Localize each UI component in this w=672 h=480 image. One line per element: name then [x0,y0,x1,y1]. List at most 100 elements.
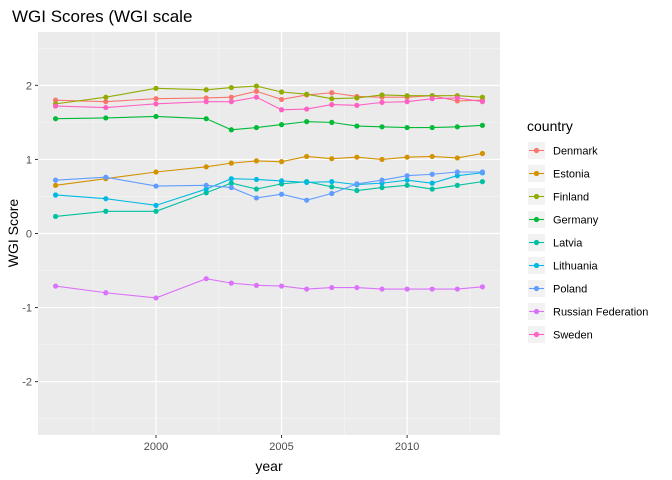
legend-key-point [533,193,540,200]
legend-item-sweden: Sweden [528,326,593,343]
data-point-estonia [454,155,460,161]
data-point-germany [153,113,159,120]
legend-key-point [533,216,540,223]
series-finland [52,83,486,107]
y-tick-label: 2 [26,80,32,92]
data-point-sweden [228,99,234,105]
data-point-finland [479,94,486,100]
data-point-finland [203,87,209,93]
data-point-estonia [379,156,385,163]
legend-item-latvia: Latvia [528,234,583,251]
data-point-russian-federation [153,295,159,301]
legend-label: Estonia [553,169,591,181]
data-point-lithuania [52,192,59,198]
legend-item-lithuania: Lithuania [528,257,599,274]
legend-items: Denmark Estonia Finland Germany Latvia Lithua… [528,142,648,343]
data-point-finland [253,83,260,89]
legend-key-point [533,285,540,292]
data-point-latvia [404,182,410,188]
data-point-sweden [479,99,486,105]
data-point-russian-federation [253,282,260,288]
legend-label: Russian Federation [553,307,648,319]
data-point-estonia [278,159,285,165]
data-point-poland [429,171,435,177]
data-point-latvia [429,186,435,192]
data-point-latvia [153,208,159,214]
data-point-russian-federation [404,286,410,292]
data-point-poland [153,183,159,189]
data-point-sweden [253,94,260,100]
data-point-denmark [153,96,159,102]
data-point-russian-federation [103,290,109,296]
data-point-russian-federation [52,283,59,289]
data-point-latvia [379,184,385,191]
data-point-estonia [228,160,234,166]
data-point-russian-federation [454,286,460,292]
data-point-poland [454,169,460,175]
data-point-germany [203,116,209,122]
data-point-finland [153,85,159,91]
data-point-poland [379,177,385,183]
y-tick-label: 1 [26,154,32,166]
data-point-sweden [304,106,310,112]
data-point-denmark [278,96,285,103]
data-point-russian-federation [354,284,360,291]
data-point-latvia [329,184,335,190]
data-point-denmark [253,88,260,94]
data-point-latvia [52,213,59,220]
data-point-latvia [479,179,486,185]
data-point-poland [404,173,410,179]
data-point-estonia [404,154,410,160]
y-axis-title: WGI Score [5,199,21,268]
series-russian-federation [52,276,486,301]
data-point-sweden [278,107,285,113]
data-point-germany [52,116,59,122]
legend-label: Finland [553,192,589,204]
data-point-estonia [203,164,209,170]
data-point-germany [354,123,360,129]
data-point-sweden [379,99,385,105]
legend-label: Poland [553,284,587,296]
data-point-russian-federation [278,283,285,289]
legend-key-point [533,308,540,315]
legend-key-point [533,170,540,177]
data-point-denmark [203,95,209,101]
legend: country Denmark Estonia Finland Germany Latv… [527,118,648,343]
data-point-sweden [103,104,109,111]
data-point-germany [253,124,260,131]
data-point-poland [103,174,109,180]
data-point-lithuania [329,179,335,185]
legend-title: country [527,118,573,134]
data-point-sweden [429,96,435,102]
data-point-germany [329,119,335,125]
x-tick-label: 2000 [144,441,168,453]
data-point-estonia [354,154,360,160]
data-point-sweden [52,103,59,109]
data-point-poland [304,197,310,203]
data-point-russian-federation [429,286,435,292]
series-layer [52,83,486,301]
data-point-denmark [329,90,335,96]
data-point-poland [52,177,59,183]
data-point-lithuania [253,176,260,183]
data-point-germany [454,124,460,130]
data-point-germany [479,122,486,128]
data-point-finland [103,94,109,100]
data-point-germany [228,127,234,133]
legend-label: Denmark [553,146,598,158]
series-sweden [52,94,486,113]
y-tick-label: -1 [22,303,32,315]
data-point-latvia [228,180,234,186]
legend-key-point [533,331,540,338]
series-germany [52,113,486,133]
data-point-lithuania [304,179,310,185]
data-point-latvia [203,190,209,196]
data-point-estonia [479,150,486,157]
data-point-sweden [203,99,209,105]
data-point-poland [228,184,234,191]
data-point-finland [228,84,234,91]
data-point-denmark [52,97,59,103]
x-axis: 2000 2005 2010 [144,435,419,453]
data-point-estonia [52,182,59,188]
data-point-poland [329,190,335,197]
